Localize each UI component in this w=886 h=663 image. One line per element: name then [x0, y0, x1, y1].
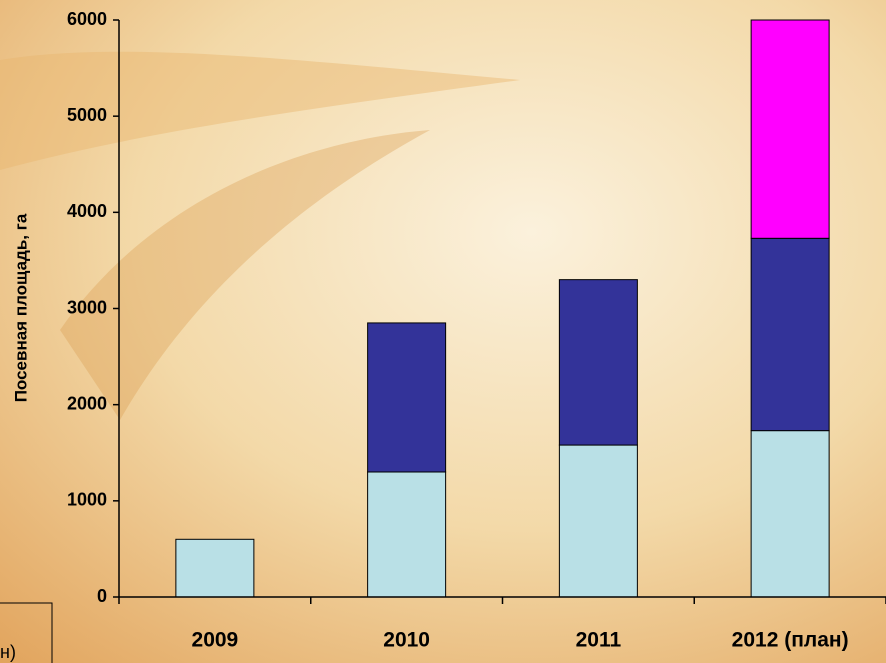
y-tick-label: 0	[97, 586, 107, 606]
page: н) Посевная площадь, га 0 1000 2000 3000 400…	[0, 0, 886, 663]
y-tick-label: 2000	[67, 393, 107, 413]
y-tick-label: 5000	[67, 105, 107, 125]
y-tick-label: 3000	[67, 297, 107, 317]
y-tick-label: 1000	[67, 490, 107, 510]
bar-segment	[559, 280, 637, 445]
y-tick-label: 4000	[67, 201, 107, 221]
x-tick-label: 2010	[383, 629, 430, 652]
bar-segment	[559, 445, 637, 597]
bar-segment	[368, 472, 446, 597]
legend-fragment: н)	[0, 642, 16, 662]
bar-segment	[751, 238, 829, 430]
bar-segment	[176, 539, 254, 597]
y-tick-label: 6000	[67, 9, 107, 29]
bar-segment	[751, 431, 829, 597]
bar-segment	[368, 323, 446, 472]
chart: н) Посевная площадь, га 0 1000 2000 3000 400…	[0, 0, 886, 663]
x-tick-label: 2011	[576, 629, 622, 652]
y-axis-label: Посевная площадь, га	[11, 213, 30, 402]
bar-segment	[751, 20, 829, 238]
x-tick-label: 2009	[192, 629, 239, 652]
x-tick-label: 2012 (план)	[732, 629, 849, 652]
